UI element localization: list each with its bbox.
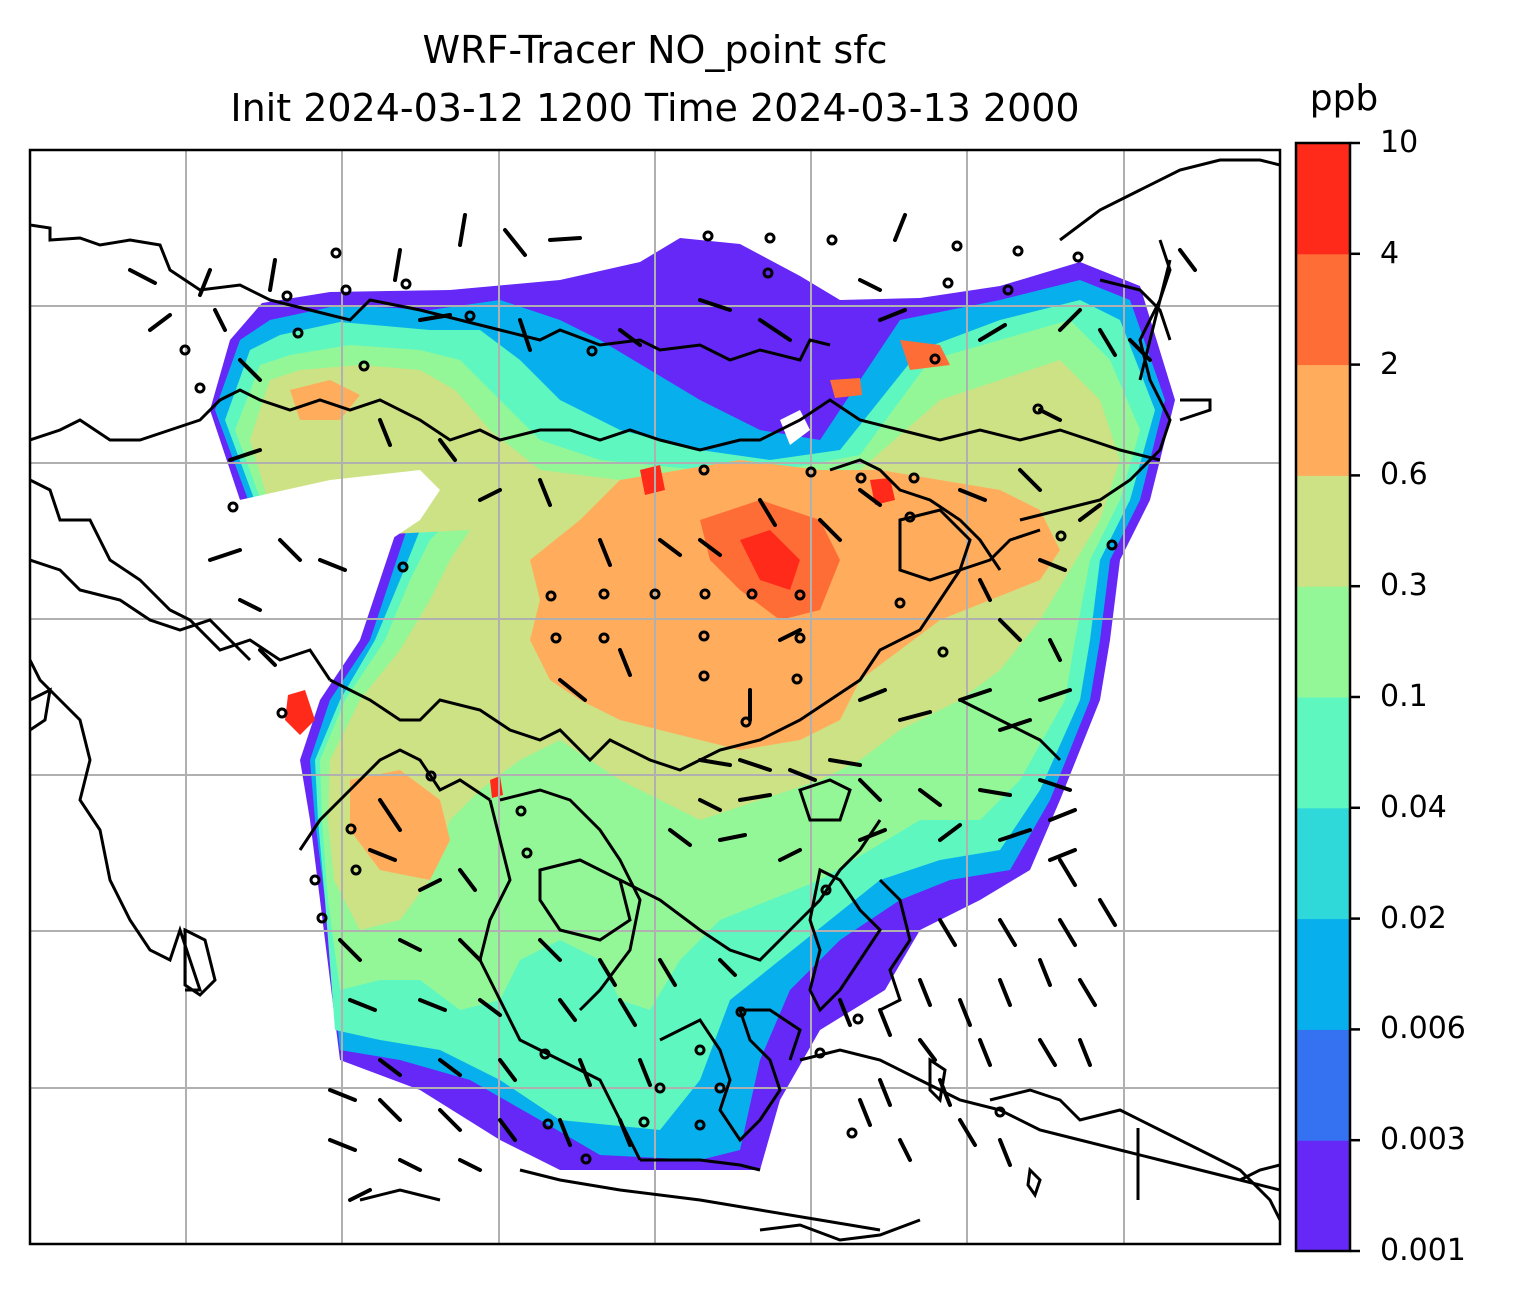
wind-barbs	[128, 213, 1197, 1202]
colorbar-tick-label: 0.04	[1380, 789, 1447, 825]
colorbar	[1294, 141, 1360, 1253]
colorbar-bin	[1296, 1140, 1350, 1252]
map-axes	[30, 150, 1280, 1244]
plot-title-line2: Init 2024-03-12 1200 Time 2024-03-13 200…	[230, 86, 1080, 130]
plot-title-line1: WRF-Tracer NO_point sfc	[422, 28, 888, 72]
colorbar-tick-label: 10	[1380, 125, 1419, 160]
colorbar-bin	[1296, 807, 1350, 920]
colorbar-bin	[1296, 918, 1350, 1030]
colorbar-tick-label: 0.001	[1380, 1233, 1466, 1268]
high-concentration-hotspots	[285, 340, 950, 798]
colorbar-bin	[1296, 253, 1350, 366]
colorbar-tick-label: 2	[1380, 346, 1400, 382]
colorbar-unit-label: ppb	[1309, 78, 1379, 119]
colorbar-tick-label: 0.3	[1380, 568, 1428, 604]
colorbar-bin	[1296, 697, 1350, 809]
colorbar-tick-label: 0.6	[1380, 457, 1428, 493]
colorbar-bin	[1296, 143, 1350, 255]
colorbar-bin	[1296, 1029, 1350, 1141]
colorbar-tick-label: 0.1	[1380, 679, 1428, 714]
colorbar-tick-label: 0.006	[1380, 1011, 1466, 1047]
colorbar-bin	[1296, 364, 1350, 476]
colorbar-bin	[1296, 586, 1350, 698]
coastlines	[30, 158, 1280, 1242]
colorbar-tick-label: 0.02	[1380, 900, 1447, 936]
colorbar-tick-label: 0.003	[1380, 1122, 1466, 1158]
colorbar-bin	[1296, 475, 1350, 587]
calm-markers	[179, 230, 1118, 1165]
map-frame	[28, 148, 1282, 1246]
colorbar-tick-label: 4	[1380, 235, 1400, 271]
